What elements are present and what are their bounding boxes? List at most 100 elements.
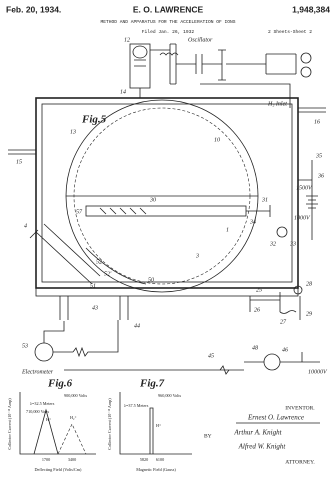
- ref-numeral: 57: [76, 209, 83, 215]
- inventor-signature: Ernest O. Lawrence: [247, 414, 304, 422]
- legs: [59, 296, 251, 320]
- galvanometer: [263, 353, 281, 371]
- ref-numeral: 31: [261, 197, 268, 203]
- filament-lead: [246, 205, 271, 217]
- chamber-inner: [41, 103, 293, 283]
- axes: [119, 392, 192, 455]
- switch: [293, 285, 303, 295]
- y-axis-label: Collector Current (10⁻¹³ Amp): [7, 398, 12, 450]
- ref-numeral: 34: [249, 218, 256, 225]
- inlet-label: H₂ Inlet: [267, 101, 287, 107]
- inlet-pipe: [298, 107, 326, 113]
- ref-numeral: 1: [226, 227, 229, 233]
- ref-numeral: 45: [208, 352, 214, 359]
- ref-numeral: 25: [256, 287, 262, 293]
- x-axis-label: Magnetic Field (Gauss): [136, 467, 176, 472]
- note: H₂⁺: [70, 415, 77, 420]
- battery: [298, 160, 318, 240]
- fig5-drawing: [8, 43, 326, 375]
- control-circuit: [250, 292, 301, 320]
- sheet-count: 2 Sheets-Sheet 2: [268, 29, 312, 35]
- attorney-signature: Arthur A. Knight: [233, 429, 282, 437]
- ref-numeral: 32: [269, 241, 276, 247]
- note: 900,000 Volts: [64, 393, 87, 399]
- ref-numeral: 3: [195, 253, 199, 259]
- fig7-graph: [119, 392, 192, 455]
- ref-numeral: 51: [90, 283, 96, 289]
- electrometer: [34, 342, 54, 362]
- ref-numeral: 35: [315, 153, 322, 159]
- ref-numeral: 52': [104, 271, 112, 277]
- tube-electrodes: [134, 59, 146, 98]
- ref-numeral: 16: [314, 119, 320, 125]
- ref-numeral: 43: [92, 304, 98, 311]
- figure-label: Fig.6: [47, 378, 73, 390]
- oscillator-circuit: [150, 43, 226, 85]
- ref-numeral: 53: [22, 343, 28, 349]
- figure-label: Fig.5: [81, 114, 107, 126]
- plate-hatch: [99, 207, 147, 215]
- inventor-role: INVENTOR.: [285, 405, 315, 411]
- tick-label: 3400: [68, 457, 76, 462]
- wavelength: λ=32.5 Meters: [30, 401, 55, 406]
- filed-date: Filed Jan. 26, 1932: [142, 29, 195, 35]
- oscillator-lead: [200, 83, 291, 108]
- voltage-label: 10000V: [308, 369, 328, 375]
- ref-numeral: 46: [282, 346, 288, 353]
- peak-curve: [57, 423, 87, 455]
- note: 710,000 Volts: [26, 409, 49, 415]
- ref-numeral: 36: [317, 173, 324, 179]
- base-plate: [35, 287, 299, 297]
- wavelength: λ=37.5 Meters: [124, 403, 149, 408]
- deflector-plate: [85, 205, 247, 217]
- oscillator-coil: [159, 52, 179, 56]
- ref-numeral: 14: [120, 88, 126, 95]
- electrometer-circuit: [43, 320, 244, 371]
- patent-number: 1,948,384: [292, 4, 330, 14]
- pump-pipe: [8, 149, 36, 155]
- ref-numeral: 26: [254, 307, 260, 313]
- peak-curve: [149, 407, 154, 454]
- tube-bulb: [132, 45, 148, 59]
- tick-label: 1700: [42, 457, 50, 462]
- ion-path: [85, 247, 147, 285]
- ref-numeral: 15: [16, 159, 22, 165]
- ref-numeral: 10: [214, 137, 220, 143]
- oscillator-label: Oscillator: [188, 37, 213, 43]
- ref-numeral: 28: [306, 281, 312, 287]
- ref-numeral: 50: [148, 277, 154, 283]
- electrometer-label: Electrometer: [21, 369, 54, 375]
- axes: [19, 392, 96, 455]
- ref-numeral: 29: [306, 311, 312, 317]
- meter: [300, 52, 312, 64]
- ref-numeral: 30: [149, 197, 156, 203]
- by-label: BY: [204, 433, 212, 439]
- ref-numeral: 4: [24, 222, 27, 229]
- voltage-label: 1000V: [294, 215, 311, 221]
- bottom-circuit: [219, 352, 320, 375]
- voltage-label: 1500V: [296, 185, 313, 191]
- ref-numeral: 44: [134, 322, 140, 329]
- date: Feb. 20, 1934.: [6, 4, 61, 14]
- y-axis-label: Collector Current (10⁻¹³ Amp): [107, 398, 112, 450]
- inventor-header: E. O. LAWRENCE: [133, 4, 204, 14]
- attorney-signature: Alfred W. Knight: [238, 443, 287, 451]
- supply-circuit: [226, 53, 297, 75]
- ref-numeral: 12: [124, 37, 130, 43]
- meter: [300, 66, 312, 78]
- note: H⁺: [46, 417, 51, 422]
- ref-numeral: 27: [280, 319, 287, 325]
- peak-curve: [33, 408, 59, 455]
- figure-label: Fig.7: [139, 378, 165, 390]
- ref-numeral: 48: [252, 344, 258, 351]
- note: H⁺: [156, 423, 161, 428]
- patent-title: METHOD AND APPARATUS FOR THE ACCELERATIO…: [100, 19, 235, 25]
- x-axis-label: Deflecting Field (Volts/Cm): [35, 467, 83, 472]
- vacuum-chamber: [35, 97, 299, 289]
- tick-label: 5820: [140, 457, 148, 462]
- attorney-role: ATTORNEY.: [285, 459, 315, 465]
- tick-label: 6100: [156, 457, 164, 462]
- ref-numeral: 52: [96, 259, 102, 265]
- ammeter: [276, 226, 288, 238]
